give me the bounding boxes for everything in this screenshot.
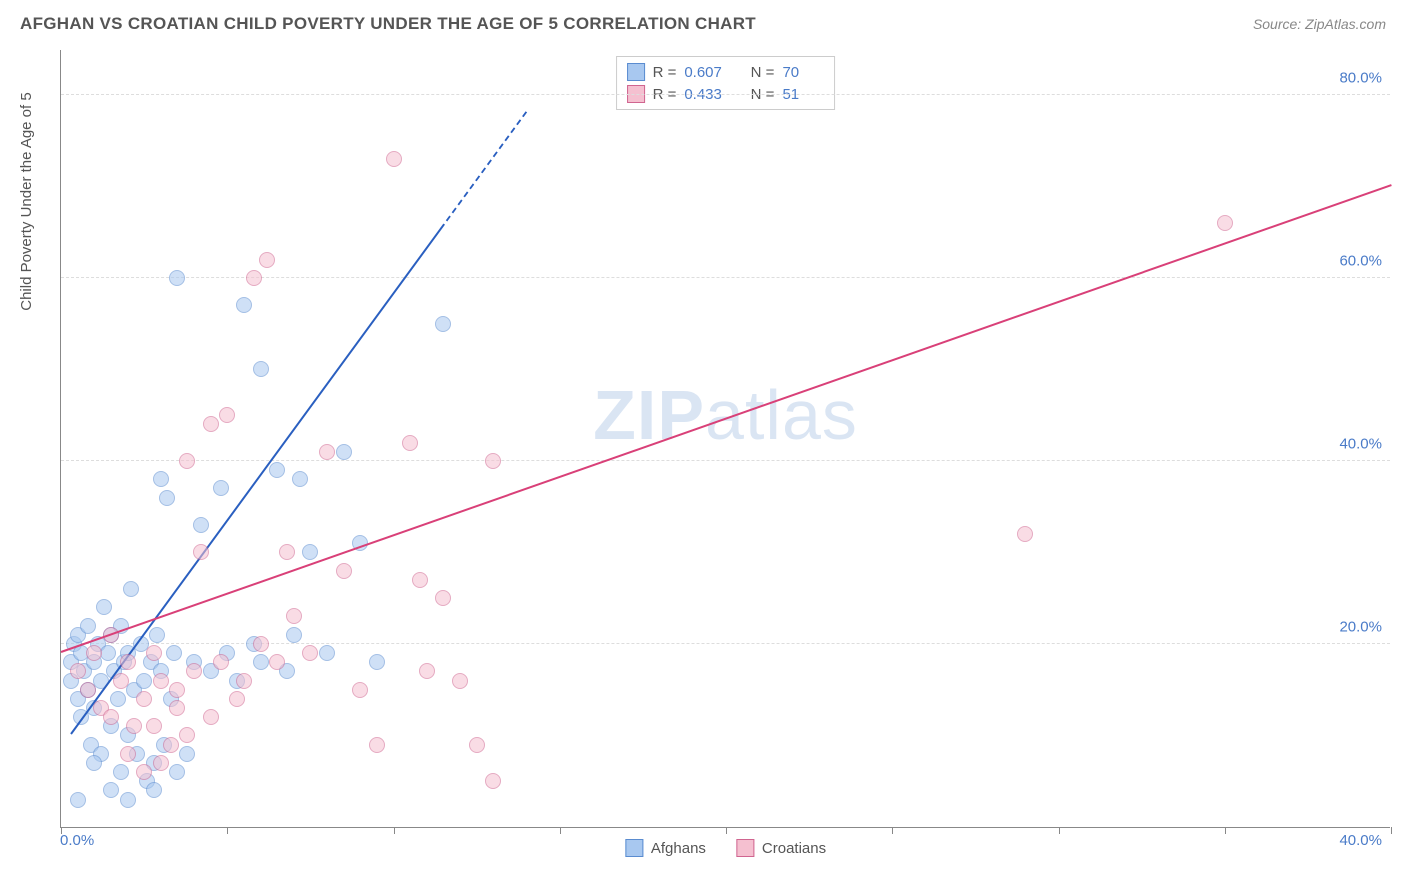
data-point (336, 444, 352, 460)
x-max-label: 40.0% (1339, 832, 1382, 849)
data-point (485, 773, 501, 789)
data-point (279, 544, 295, 560)
data-point (186, 663, 202, 679)
data-point (86, 755, 102, 771)
data-point (203, 416, 219, 432)
y-tick-label: 60.0% (1339, 252, 1382, 269)
data-point (435, 316, 451, 332)
data-point (136, 764, 152, 780)
y-axis-title: Child Poverty Under the Age of 5 (18, 92, 35, 310)
legend-swatch (627, 63, 645, 81)
data-point (103, 709, 119, 725)
data-point (485, 453, 501, 469)
data-point (253, 361, 269, 377)
x-tick (1391, 827, 1392, 834)
data-point (193, 517, 209, 533)
data-point (136, 673, 152, 689)
data-point (269, 654, 285, 670)
data-point (86, 645, 102, 661)
data-point (179, 746, 195, 762)
data-point (452, 673, 468, 689)
data-point (253, 636, 269, 652)
data-point (369, 737, 385, 753)
data-point (302, 645, 318, 661)
data-point (103, 782, 119, 798)
data-point (352, 682, 368, 698)
gridline (61, 94, 1390, 95)
data-point (213, 654, 229, 670)
data-point (70, 792, 86, 808)
data-point (1017, 526, 1033, 542)
source-label: Source: ZipAtlas.com (1253, 16, 1386, 32)
data-point (153, 755, 169, 771)
data-point (120, 792, 136, 808)
data-point (435, 590, 451, 606)
scatter-plot: ZIPatlas R = 0.607 N = 70R = 0.433 N = 5… (60, 50, 1390, 828)
data-point (169, 270, 185, 286)
data-point (153, 471, 169, 487)
data-point (302, 544, 318, 560)
data-point (179, 727, 195, 743)
stats-box: R = 0.607 N = 70R = 0.433 N = 51 (616, 56, 836, 110)
data-point (126, 718, 142, 734)
data-point (412, 572, 428, 588)
data-point (120, 746, 136, 762)
data-point (292, 471, 308, 487)
data-point (219, 407, 235, 423)
data-point (236, 673, 252, 689)
x-axis-labels: 0.0% 40.0% (60, 832, 1390, 862)
data-point (113, 673, 129, 689)
data-point (419, 663, 435, 679)
data-point (236, 297, 252, 313)
x-min-label: 0.0% (60, 832, 94, 849)
data-point (269, 462, 285, 478)
data-point (259, 252, 275, 268)
data-point (179, 453, 195, 469)
data-point (80, 682, 96, 698)
data-point (246, 270, 262, 286)
data-point (203, 709, 219, 725)
y-tick-label: 40.0% (1339, 435, 1382, 452)
data-point (402, 435, 418, 451)
data-point (169, 764, 185, 780)
data-point (1217, 215, 1233, 231)
data-point (70, 663, 86, 679)
data-point (96, 599, 112, 615)
data-point (80, 618, 96, 634)
data-point (213, 480, 229, 496)
data-point (169, 700, 185, 716)
data-point (319, 645, 335, 661)
data-point (159, 490, 175, 506)
data-point (149, 627, 165, 643)
data-point (369, 654, 385, 670)
data-point (136, 691, 152, 707)
data-point (469, 737, 485, 753)
data-point (163, 737, 179, 753)
stats-row: R = 0.607 N = 70 (627, 61, 825, 83)
data-point (286, 608, 302, 624)
data-point (166, 645, 182, 661)
data-point (146, 645, 162, 661)
chart-title: AFGHAN VS CROATIAN CHILD POVERTY UNDER T… (20, 14, 756, 34)
data-point (253, 654, 269, 670)
data-point (120, 654, 136, 670)
y-tick-label: 20.0% (1339, 618, 1382, 635)
data-point (153, 673, 169, 689)
data-point (146, 718, 162, 734)
data-point (110, 691, 126, 707)
data-point (319, 444, 335, 460)
gridline (61, 460, 1390, 461)
data-point (286, 627, 302, 643)
y-tick-label: 80.0% (1339, 69, 1382, 86)
data-point (113, 764, 129, 780)
data-point (123, 581, 139, 597)
data-point (229, 691, 245, 707)
data-point (146, 782, 162, 798)
data-point (386, 151, 402, 167)
data-point (169, 682, 185, 698)
data-point (193, 544, 209, 560)
data-point (336, 563, 352, 579)
